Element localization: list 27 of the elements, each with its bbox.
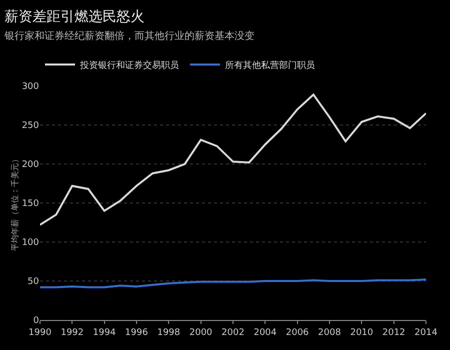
x-tick-label: 2014 [414,328,438,338]
x-tick-label: 2004 [254,328,277,338]
x-tick-label: 2008 [318,328,342,338]
y-tick-label: 100 [22,238,40,248]
y-tick-label: 300 [22,82,40,92]
line-series [40,278,426,288]
x-tick-label: 1996 [125,328,148,338]
x-tick-label: 2012 [382,328,406,338]
y-tick-label: 200 [22,160,40,170]
x-tick-label: 1990 [28,328,52,338]
y-tick-label: 150 [22,199,40,210]
y-axis-title: 平均年薪（单位：千美元） [10,155,20,251]
x-tick-label: 1994 [92,328,116,338]
line-series [40,94,426,226]
legend-label: 投资银行和证券交易职员 [79,60,179,71]
x-tick-label: 1998 [157,328,180,338]
x-tick-label: 2010 [350,328,374,338]
x-tick-label: 2002 [222,328,244,338]
y-tick-label: 0 [33,316,40,326]
x-tick-label: 1992 [60,328,84,338]
legend-label: 所有其他私营部门职员 [225,60,315,71]
y-tick-label: 50 [28,277,40,288]
y-tick-label: 250 [22,121,40,132]
x-tick-label: 2006 [286,328,310,338]
chart-subtitle: 银行家和证券经纪薪资翻倍，而其他行业的薪资基本没变 [4,30,254,42]
x-tick-label: 2000 [189,328,213,338]
chart-title: 薪资差距引燃选民怒火 [4,9,144,25]
